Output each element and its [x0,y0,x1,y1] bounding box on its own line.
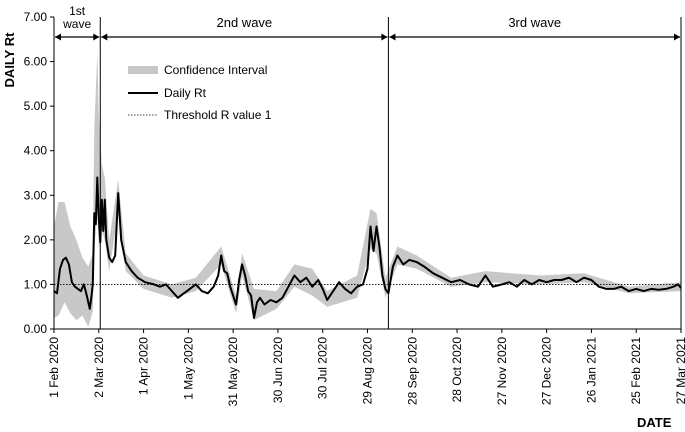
x-tick-label: 27 Dec 2020 [540,337,554,405]
x-tick-label: 2 Mar 2020 [92,337,106,398]
x-tick-label: 27 Nov 2020 [495,337,509,405]
legend-label: Daily Rt [164,86,207,100]
x-tick-label: 28 Oct 2020 [450,337,464,403]
daily-rt-line [53,176,682,319]
x-tick-label: 30 Jun 2020 [271,337,285,403]
arrow-head [101,33,108,41]
arrow-head [381,33,388,41]
y-axis-title: DAILY Rt [2,32,17,88]
x-tick-label: 26 Jan 2021 [584,337,598,403]
legend-label: Threshold R value 1 [164,108,272,122]
arrow-head [55,33,61,41]
y-tick-label: 6.00 [24,55,48,69]
x-tick-label: 1 Apr 2020 [137,337,151,395]
x-tick-label: 30 Jul 2020 [316,337,330,399]
x-tick-label: 29 Aug 2020 [361,337,375,405]
y-tick-label: 4.00 [24,144,48,158]
y-tick-label: 1.00 [24,277,48,291]
x-tick-label: 25 Feb 2021 [629,337,643,405]
daily-rt-layer [53,176,682,319]
arrow-head [389,33,396,41]
x-tick-label: 27 Mar 2021 [674,337,685,405]
y-tick-label: 2.00 [24,233,48,247]
wave-label: 1st wave [62,4,91,31]
x-axis-title: DATE [637,415,672,430]
arrow-head [674,33,680,41]
wave-annotations-layer: 1st wave 2nd wave 3rd wave [55,4,680,329]
y-tick-label: 5.00 [24,99,48,113]
legend-label: Confidence Interval [164,63,267,77]
arrow-head [93,33,100,41]
x-tick-label: 31 May 2020 [226,337,240,407]
wave-label: 2nd wave [217,15,273,30]
x-tick-label: 28 Sep 2020 [405,337,419,405]
y-tick-label: 0.00 [24,322,48,336]
wave-label: 3rd wave [508,15,561,30]
axes-layer: 0.00 1.00 2.00 3.00 4.00 5.00 6.00 7.00 1 Feb 20… [24,10,685,406]
legend-swatch-band [128,66,158,74]
y-tick-label: 3.00 [24,188,48,202]
y-tick-label: 7.00 [24,10,48,24]
x-tick-label: 1 May 2020 [181,337,195,400]
x-tick-label: 1 Feb 2020 [47,337,61,398]
legend: Confidence Interval Daily Rt Threshold R v… [128,63,272,122]
